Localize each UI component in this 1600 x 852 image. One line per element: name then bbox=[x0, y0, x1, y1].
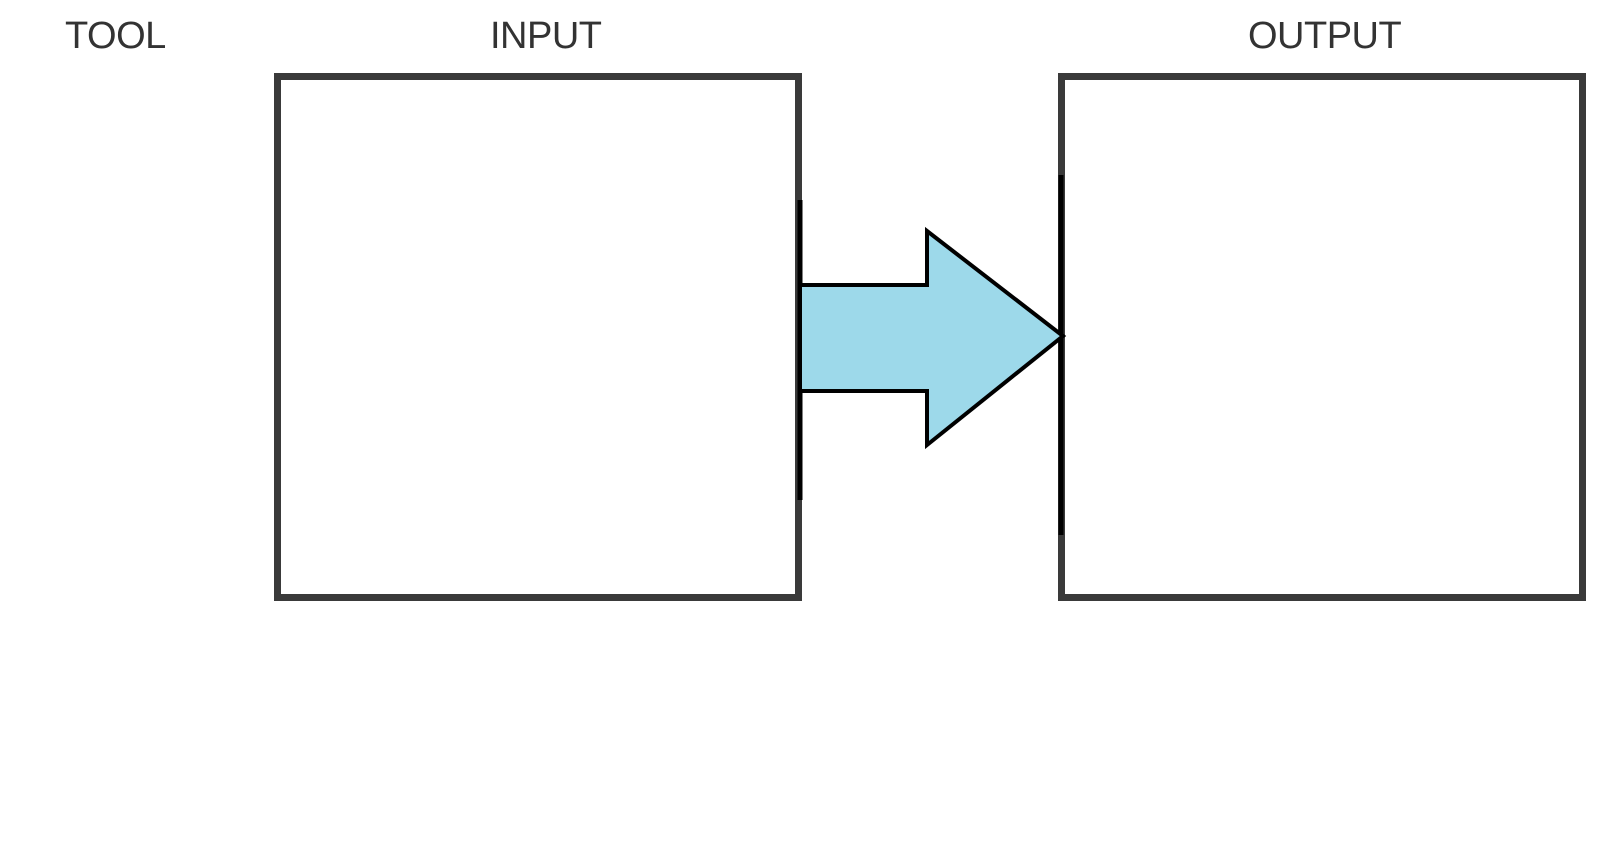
input-box bbox=[274, 73, 802, 601]
arrow-right-icon bbox=[798, 226, 1067, 450]
output-box bbox=[1058, 73, 1586, 601]
input-label: INPUT bbox=[490, 15, 602, 57]
tool-label: TOOL bbox=[65, 15, 166, 57]
output-label: OUTPUT bbox=[1248, 15, 1402, 57]
